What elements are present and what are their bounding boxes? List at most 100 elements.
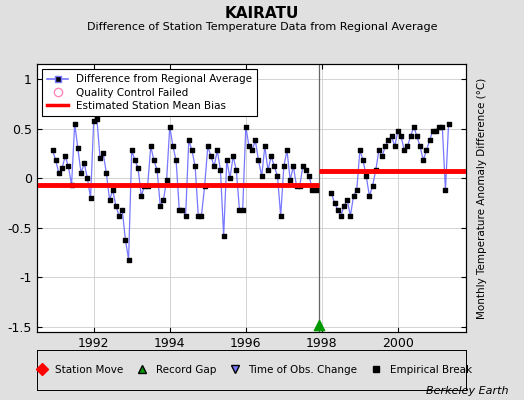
Point [384,137,392,144]
Point [286,177,294,183]
Point [292,183,301,189]
Point [220,232,228,239]
Point [162,177,171,183]
Point [372,167,380,174]
Point [432,127,440,134]
Point [397,133,405,140]
Point [365,193,374,199]
Legend: Station Move, Record Gap, Time of Obs. Change, Empirical Break: Station Move, Record Gap, Time of Obs. C… [29,363,474,377]
Point [251,137,259,144]
Point [257,173,266,179]
Point [124,256,133,263]
Point [105,197,114,203]
Point [96,155,104,162]
Point [359,157,367,164]
Point [115,213,123,219]
Point [197,213,205,219]
Point [99,150,107,156]
Point [134,165,143,172]
Point [90,117,98,124]
Point [169,143,177,150]
Point [438,123,446,130]
Text: KAIRATU: KAIRATU [225,6,299,21]
Point [121,236,129,243]
Point [54,170,63,176]
Point [400,147,408,154]
Point [264,167,272,174]
Point [245,143,253,150]
Point [213,147,222,154]
Point [375,147,383,154]
Point [216,167,225,174]
Point [153,167,161,174]
Point [403,143,412,150]
Point [175,207,183,213]
Point [130,157,139,164]
Point [108,187,117,193]
Point [267,153,276,160]
Point [61,153,69,160]
Y-axis label: Monthly Temperature Anomaly Difference (°C): Monthly Temperature Anomaly Difference (… [477,77,487,319]
Text: Difference of Station Temperature Data from Regional Average: Difference of Station Temperature Data f… [87,22,437,32]
Point [64,163,72,170]
Point [226,175,234,181]
Point [429,127,437,134]
Point [159,197,168,203]
Point [207,153,215,160]
Point [235,207,244,213]
Point [194,213,202,219]
Point [305,173,313,179]
Point [280,163,288,170]
Point [156,203,165,209]
Point [191,163,199,170]
Point [394,127,402,134]
Point [71,120,79,127]
Point [68,182,76,188]
Point [425,137,434,144]
Point [147,143,155,150]
Point [232,167,241,174]
Point [302,167,310,174]
Point [334,207,342,213]
Point [178,207,187,213]
Point [356,147,364,154]
Point [238,207,247,213]
Point [343,197,352,203]
Point [368,183,377,189]
Point [242,123,250,130]
Point [387,133,396,140]
Point [93,115,101,122]
Point [390,143,399,150]
Point [80,160,89,166]
Point [444,120,453,127]
Point [118,207,126,213]
Point [204,143,212,150]
Point [283,147,291,154]
Point [350,193,358,199]
Legend: Difference from Regional Average, Quality Control Failed, Estimated Station Mean: Difference from Regional Average, Qualit… [42,69,257,116]
Point [58,165,66,172]
Point [296,183,304,189]
Point [210,163,219,170]
Point [330,200,339,206]
Point [410,123,418,130]
Point [181,213,190,219]
Point [248,147,256,154]
Point [172,157,180,164]
Point [150,157,158,164]
Point [254,157,263,164]
Point [184,137,193,144]
Point [229,153,237,160]
Point [340,203,348,209]
Point [413,133,421,140]
Point [48,147,57,154]
Point [441,187,450,193]
Point [270,163,279,170]
Point [127,147,136,154]
Point [223,157,231,164]
Point [201,183,209,189]
Point [86,195,95,201]
Point [102,170,111,176]
Text: Berkeley Earth: Berkeley Earth [426,386,508,396]
Point [51,157,60,164]
